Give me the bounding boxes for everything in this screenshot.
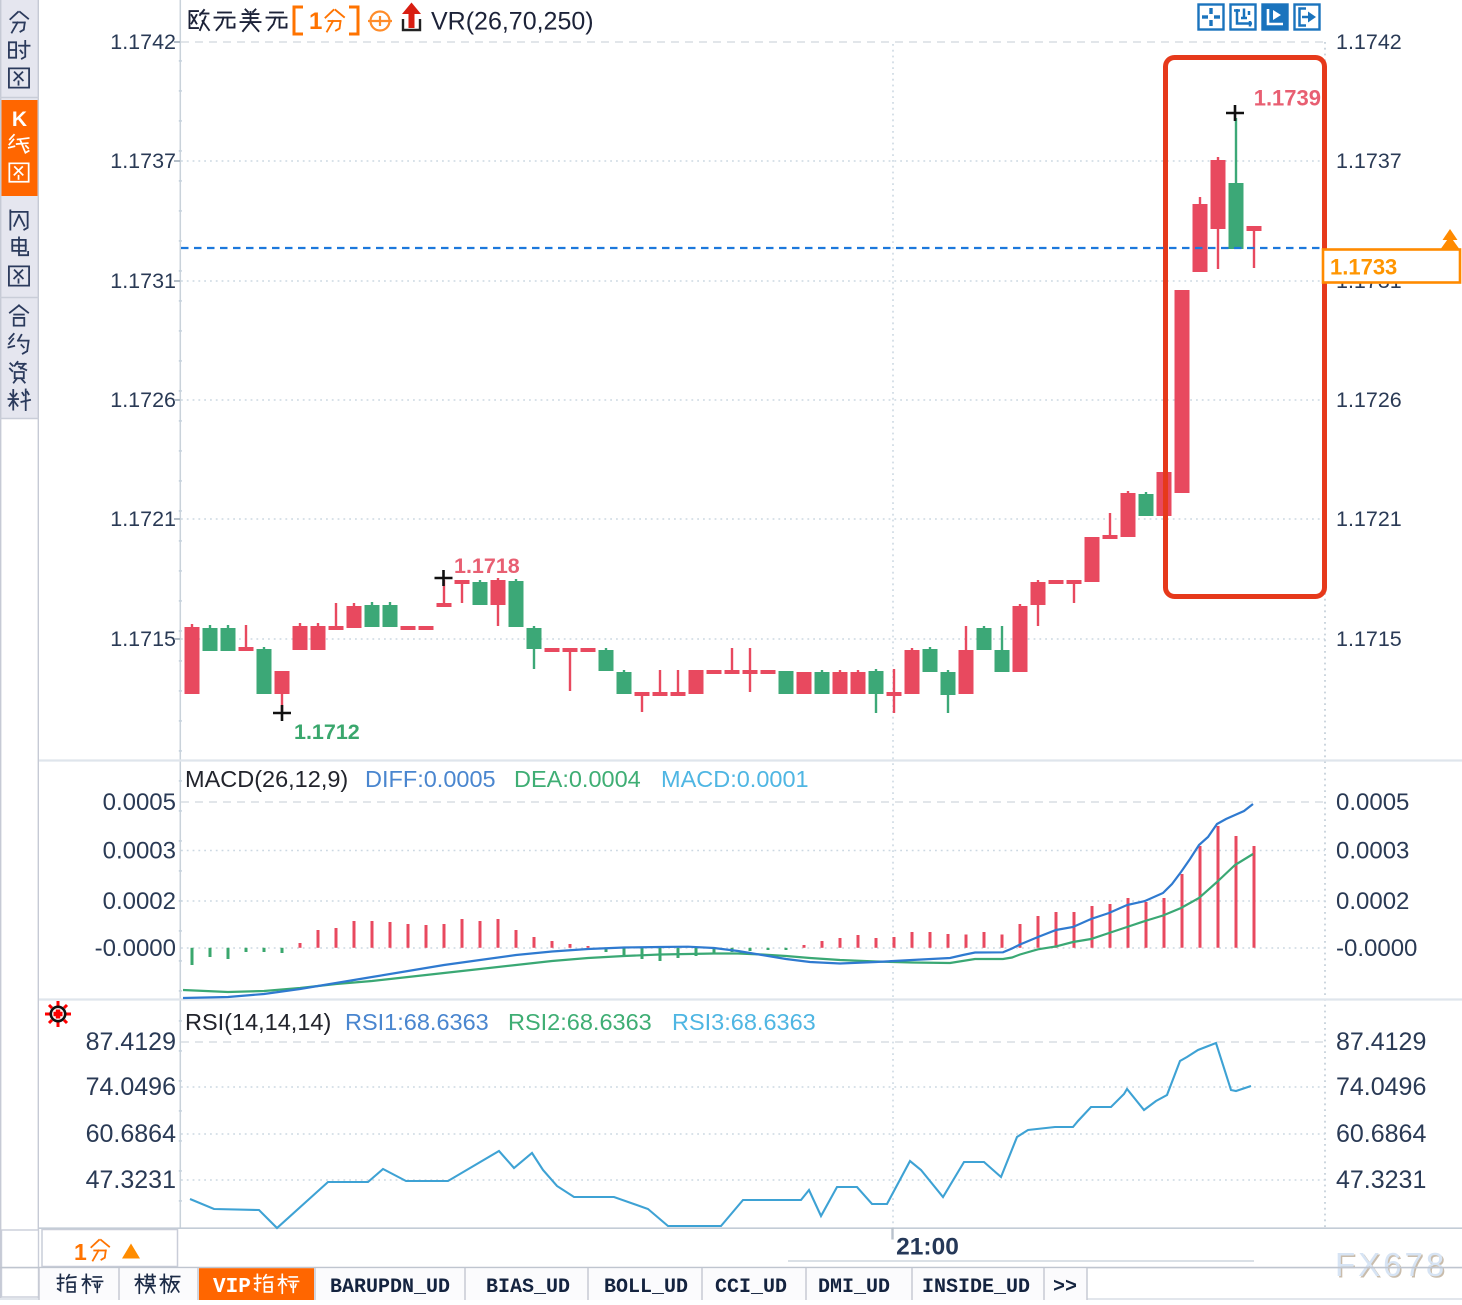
svg-text:DMI_UD: DMI_UD bbox=[818, 1276, 890, 1299]
svg-text:74.0496: 74.0496 bbox=[86, 1073, 176, 1101]
svg-text:74.0496: 74.0496 bbox=[1336, 1073, 1426, 1101]
svg-text:21:00: 21:00 bbox=[896, 1234, 959, 1261]
svg-text:60.6864: 60.6864 bbox=[1336, 1120, 1426, 1148]
svg-text:1.1731: 1.1731 bbox=[110, 269, 176, 293]
svg-text:1.1737: 1.1737 bbox=[1336, 149, 1402, 173]
svg-text:BOLL_UD: BOLL_UD bbox=[604, 1276, 688, 1299]
svg-text:1.1737: 1.1737 bbox=[110, 149, 176, 173]
svg-text:CCI_UD: CCI_UD bbox=[715, 1276, 787, 1299]
svg-text:>>: >> bbox=[1053, 1276, 1077, 1299]
svg-text:87.4129: 87.4129 bbox=[1336, 1028, 1426, 1056]
svg-text:INSIDE_UD: INSIDE_UD bbox=[922, 1276, 1030, 1299]
svg-text:0.0002: 0.0002 bbox=[1336, 888, 1409, 915]
svg-text:0.0005: 0.0005 bbox=[103, 789, 176, 816]
svg-text:BIAS_UD: BIAS_UD bbox=[486, 1276, 570, 1299]
svg-text:0.0005: 0.0005 bbox=[1336, 789, 1409, 816]
svg-text:1: 1 bbox=[309, 8, 322, 35]
svg-text:87.4129: 87.4129 bbox=[86, 1028, 176, 1056]
svg-text:1.1715: 1.1715 bbox=[1336, 627, 1402, 651]
svg-text:0.0003: 0.0003 bbox=[103, 838, 176, 865]
svg-text:0.0002: 0.0002 bbox=[103, 888, 176, 915]
svg-text:FX678: FX678 bbox=[1337, 1248, 1449, 1285]
svg-text:1.1742: 1.1742 bbox=[110, 30, 176, 54]
svg-text:RSI3:68.6363: RSI3:68.6363 bbox=[672, 1009, 816, 1035]
svg-text:1.1718: 1.1718 bbox=[454, 554, 520, 578]
svg-text:FX678: FX678 bbox=[1335, 1246, 1447, 1283]
svg-text:RSI(14,14,14): RSI(14,14,14) bbox=[185, 1009, 331, 1035]
svg-text:1.1715: 1.1715 bbox=[110, 627, 176, 651]
svg-text:BARUPDN_UD: BARUPDN_UD bbox=[330, 1276, 450, 1299]
svg-text:DEA:0.0004: DEA:0.0004 bbox=[514, 766, 641, 792]
svg-text:VR(26,70,250): VR(26,70,250) bbox=[431, 8, 594, 36]
svg-text:60.6864: 60.6864 bbox=[86, 1120, 176, 1148]
svg-text:RSI1:68.6363: RSI1:68.6363 bbox=[345, 1009, 489, 1035]
svg-text:1.1726: 1.1726 bbox=[1336, 388, 1402, 412]
svg-text:MACD(26,12,9): MACD(26,12,9) bbox=[185, 766, 348, 792]
svg-text:47.3231: 47.3231 bbox=[1336, 1166, 1426, 1194]
svg-text:1.1733: 1.1733 bbox=[1330, 255, 1397, 280]
svg-text:K: K bbox=[12, 108, 27, 131]
svg-text:1.1712: 1.1712 bbox=[294, 720, 360, 744]
svg-text:VIP: VIP bbox=[213, 1276, 251, 1299]
svg-text:MACD:0.0001: MACD:0.0001 bbox=[661, 766, 809, 792]
svg-text:-0.0000: -0.0000 bbox=[95, 935, 176, 962]
svg-text:1.1721: 1.1721 bbox=[110, 507, 176, 531]
svg-text:1.1726: 1.1726 bbox=[110, 388, 176, 412]
svg-text:-0.0000: -0.0000 bbox=[1336, 935, 1417, 962]
svg-text:DIFF:0.0005: DIFF:0.0005 bbox=[365, 766, 496, 792]
svg-text:1.1721: 1.1721 bbox=[1336, 507, 1402, 531]
svg-text:1: 1 bbox=[74, 1239, 87, 1265]
svg-text:1.1742: 1.1742 bbox=[1336, 30, 1402, 54]
svg-text:RSI2:68.6363: RSI2:68.6363 bbox=[508, 1009, 652, 1035]
svg-text:1.1739: 1.1739 bbox=[1254, 86, 1321, 111]
svg-text:0.0003: 0.0003 bbox=[1336, 838, 1409, 865]
svg-text:47.3231: 47.3231 bbox=[86, 1166, 176, 1194]
